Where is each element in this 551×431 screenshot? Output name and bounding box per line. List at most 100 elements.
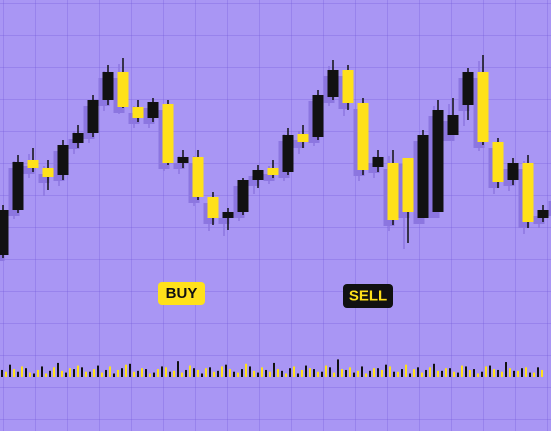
volume-bar [205, 368, 207, 377]
candle-body [462, 72, 474, 105]
volume-bar [521, 368, 523, 377]
volume-bar [341, 369, 343, 377]
candle-body [357, 103, 369, 170]
volume-bar [449, 368, 451, 377]
volume-bar [45, 373, 47, 377]
candle-body [327, 70, 339, 97]
volume-bar [529, 372, 531, 377]
volume-bar [301, 369, 303, 377]
volume-bar [401, 369, 403, 377]
volume-bar [321, 371, 323, 377]
volume-bar [353, 372, 355, 377]
volume-bar [21, 366, 23, 377]
volume-bar [417, 367, 419, 377]
volume-bar [229, 369, 231, 377]
candle-body [147, 102, 159, 118]
volume-bar [257, 372, 259, 377]
volume-bar [149, 373, 151, 377]
volume-bar [189, 365, 191, 377]
volume-bar [61, 370, 63, 377]
volume-bar [297, 373, 299, 377]
candle-body [72, 133, 84, 143]
volume-bar [157, 369, 159, 377]
candle-body [177, 157, 189, 163]
candle-body [207, 197, 219, 218]
volume-bar [389, 366, 391, 377]
candle-body [402, 158, 414, 212]
volume-bar [441, 370, 443, 377]
volume-bar [293, 366, 295, 377]
volume-bar [97, 365, 99, 377]
volume-bar [41, 366, 43, 377]
volume-bar [201, 373, 203, 377]
volume-bar [161, 366, 163, 377]
volume-bar [281, 370, 283, 377]
candle-body [252, 170, 264, 180]
volume-bar [473, 369, 475, 377]
candle-body [417, 135, 429, 218]
candle-body [372, 157, 384, 167]
volume-bar [413, 369, 415, 377]
volume-bar [29, 372, 31, 377]
volume-bar [365, 373, 367, 377]
candle-body [342, 70, 354, 103]
volume-bar [289, 368, 291, 377]
volume-bar [409, 373, 411, 377]
candle-body [222, 212, 234, 218]
volume-bar [285, 373, 287, 377]
candle-body [522, 163, 534, 222]
candle-body [42, 168, 54, 177]
buy-label: BUY [166, 285, 198, 302]
candle-body [507, 163, 519, 180]
volume-bar [277, 369, 279, 377]
volume-bar [445, 368, 447, 377]
volume-bar [217, 370, 219, 377]
volume-bar [209, 367, 211, 377]
volume-bar [349, 367, 351, 377]
volume-bar [25, 368, 27, 377]
volume-bar [249, 366, 251, 377]
volume-bar [265, 369, 267, 377]
volume-bar [525, 367, 527, 377]
candle-body [132, 107, 144, 118]
volume-bar [121, 368, 123, 377]
volume-bar [245, 363, 247, 377]
volume-bar [5, 371, 7, 377]
volume-bar [13, 369, 15, 377]
volume-bar [57, 362, 59, 377]
volume-bar [233, 371, 235, 377]
volume-bar [505, 362, 507, 377]
candle-body [237, 180, 249, 212]
volume-bar [537, 367, 539, 377]
volume-bar [369, 370, 371, 377]
volume-bar [173, 370, 175, 377]
volume-bar [261, 367, 263, 377]
volume-bar [493, 369, 495, 377]
volume-bar [437, 370, 439, 377]
volume-bar [105, 369, 107, 377]
volume-bar [457, 372, 459, 377]
volume-bar [405, 364, 407, 377]
volume-bar [333, 372, 335, 377]
volume-bar [377, 368, 379, 377]
volume-bar [37, 369, 39, 377]
volume-bar [101, 372, 103, 377]
volume-bar [269, 371, 271, 377]
volume-bar [317, 371, 319, 377]
candle-body [102, 72, 114, 100]
volume-bar [469, 369, 471, 377]
candle-body [282, 135, 294, 172]
volume-bar [165, 367, 167, 377]
volume-bar [453, 371, 455, 377]
volume-bar [221, 366, 223, 377]
volume-bar [325, 365, 327, 377]
volume-bar [485, 366, 487, 377]
volume-bar [481, 371, 483, 377]
volume-bar [85, 371, 87, 377]
volume-bar [109, 366, 111, 377]
volume-bar [137, 370, 139, 377]
volume-bar [125, 364, 127, 377]
volume-bar [81, 367, 83, 377]
candle-body [27, 160, 39, 168]
